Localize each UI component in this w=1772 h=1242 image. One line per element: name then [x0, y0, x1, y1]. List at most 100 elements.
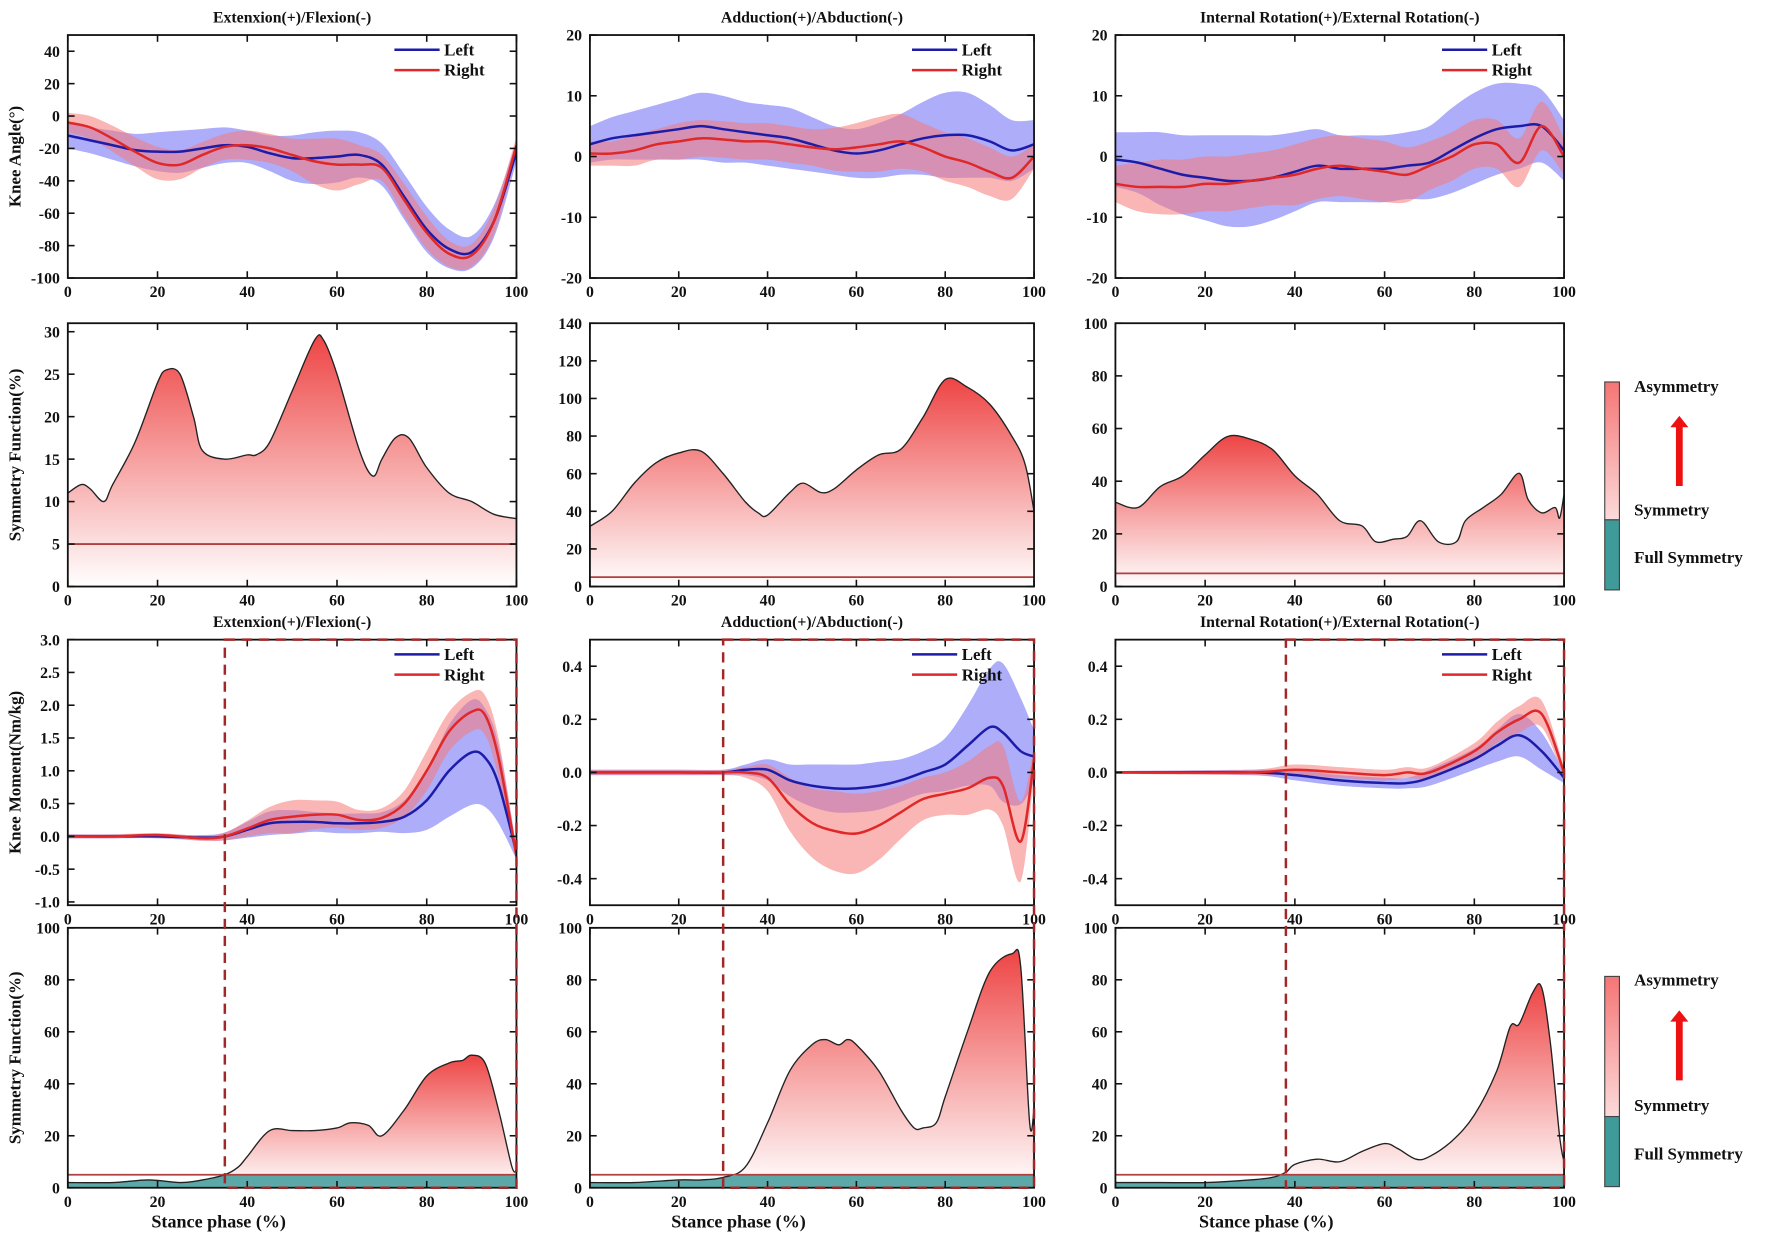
x-tick-label: 40 [239, 911, 255, 928]
x-tick-label: 40 [1287, 284, 1303, 301]
y-tick-label: -0.2 [557, 818, 582, 835]
x-tick-label: 100 [1022, 911, 1046, 928]
x-tick-label: 40 [239, 593, 255, 610]
x-tick-label: 100 [1552, 911, 1576, 928]
plot-area [67, 689, 517, 863]
y-tick-label: 10 [44, 494, 60, 511]
y-tick-label: 10 [566, 88, 582, 105]
highlight-region-box [1284, 638, 1566, 1189]
axes-frame [1114, 322, 1565, 588]
legend-label-left: Left [444, 40, 474, 59]
full-symmetry-label: Full Symmetry [1634, 548, 1743, 567]
x-tick-label: 20 [1197, 284, 1213, 301]
legend-label-right: Right [1492, 61, 1533, 80]
x-tick-label: 0 [1111, 284, 1119, 301]
side-legend-lower: Asymmetry Symmetry Full Symmetry [1604, 970, 1743, 1188]
x-tick-label: 60 [1377, 1194, 1393, 1211]
mean-line-left [589, 124, 1035, 155]
symmetry-label: Symmetry [1634, 500, 1710, 519]
y-tick-label: 10 [1092, 88, 1108, 105]
plot-area [1115, 434, 1565, 587]
x-tick-label: 60 [1377, 284, 1393, 301]
y-tick-label: -0.2 [1082, 818, 1107, 835]
y-axis-label: Symmetry Function(%) [5, 369, 24, 542]
side-legend-upper: Asymmetry Symmetry Full Symmetry [1604, 377, 1743, 591]
y-tick-label: 30 [44, 324, 60, 341]
y-tick-label: 20 [1092, 527, 1108, 544]
legend-label-right: Right [1492, 665, 1533, 684]
plot-area [1115, 983, 1565, 1188]
y-tick-label: 60 [1092, 1024, 1108, 1041]
x-tick-label: 80 [419, 911, 435, 928]
symmetry-label: Symmetry [1634, 1096, 1710, 1115]
mean-line-left [589, 725, 1035, 790]
x-tick-label: 100 [1552, 284, 1576, 301]
mean-line-right [1115, 124, 1565, 189]
y-tick-label: 0 [574, 1180, 582, 1197]
y-tick-label: -60 [39, 206, 60, 223]
y-tick-label: 140 [558, 316, 582, 333]
y-tick-label: 100 [36, 920, 60, 937]
x-tick-label: 60 [329, 1194, 345, 1211]
x-tick-label: 20 [1197, 1194, 1213, 1211]
y-tick-label: 80 [566, 429, 582, 446]
x-tick-label: 100 [505, 1194, 529, 1211]
panel-title: Internal Rotation(+)/External Rotation(-… [1200, 10, 1480, 27]
y-tick-label: 20 [566, 1128, 582, 1145]
x-tick-label: 0 [64, 284, 72, 301]
x-tick-label: 80 [1466, 284, 1482, 301]
x-tick-label: 80 [1466, 1194, 1482, 1211]
y-tick-label: 120 [558, 353, 582, 370]
x-tick-label: 40 [239, 1194, 255, 1211]
x-tick-label: 80 [937, 911, 953, 928]
x-tick-label: 20 [150, 1194, 166, 1211]
y-tick-label: 100 [558, 920, 582, 937]
plot-area [1115, 82, 1565, 228]
sd-band-right [589, 113, 1035, 201]
highlight-region-box [223, 638, 518, 1189]
plot-area [589, 377, 1035, 587]
mean-line-right [589, 759, 1035, 843]
x-tick-label: 60 [848, 911, 864, 928]
plot-area [589, 91, 1035, 201]
x-tick-label: 20 [671, 911, 687, 928]
y-tick-label: 20 [44, 1128, 60, 1145]
symmetry-function-line [589, 948, 1035, 1184]
x-tick-label: 20 [150, 284, 166, 301]
y-tick-label: 0.4 [1088, 659, 1108, 676]
y-tick-label: 0.2 [562, 712, 582, 729]
x-tick-label: 60 [848, 593, 864, 610]
x-tick-label: 80 [419, 593, 435, 610]
chart-panel: 0 20 40 60 80 100 0 20 40 60 80 100 120 140 [558, 316, 1046, 610]
y-axis-label: Knee Angle(°) [5, 106, 24, 207]
asymmetry-area [67, 334, 517, 587]
y-tick-label: -20 [1086, 271, 1107, 288]
axes-frame [589, 322, 1035, 588]
up-arrow-icon [1670, 415, 1689, 486]
y-tick-label: 25 [44, 367, 60, 384]
y-tick-label: 80 [1092, 972, 1108, 989]
asymmetry-area [67, 1055, 517, 1188]
chart-panel: Left Right 0 20 40 60 80 100 -20 -10 0 10 20 Adductio… [561, 10, 1046, 302]
x-tick-label: 40 [760, 911, 776, 928]
y-tick-label: 0 [574, 149, 582, 166]
plot-area [67, 112, 517, 272]
x-tick-label: 60 [329, 911, 345, 928]
y-tick-label: 0 [1100, 149, 1108, 166]
x-tick-label: 20 [1197, 911, 1213, 928]
y-tick-label: 3.0 [40, 632, 60, 649]
symmetry-function-line [589, 377, 1035, 527]
symmetry-function-line [1115, 983, 1565, 1184]
x-tick-label: 20 [671, 593, 687, 610]
x-tick-label: 80 [937, 284, 953, 301]
x-tick-label: 0 [64, 911, 72, 928]
sd-band-right [589, 741, 1035, 883]
y-tick-label: -10 [561, 210, 582, 227]
y-tick-label: 40 [1092, 474, 1108, 491]
full-symmetry-bar [1604, 519, 1621, 591]
y-tick-label: 40 [44, 1076, 60, 1093]
y-tick-label: 0 [52, 579, 60, 596]
y-tick-label: 80 [44, 972, 60, 989]
asymmetry-label: Asymmetry [1634, 970, 1719, 989]
x-tick-label: 20 [671, 1194, 687, 1211]
